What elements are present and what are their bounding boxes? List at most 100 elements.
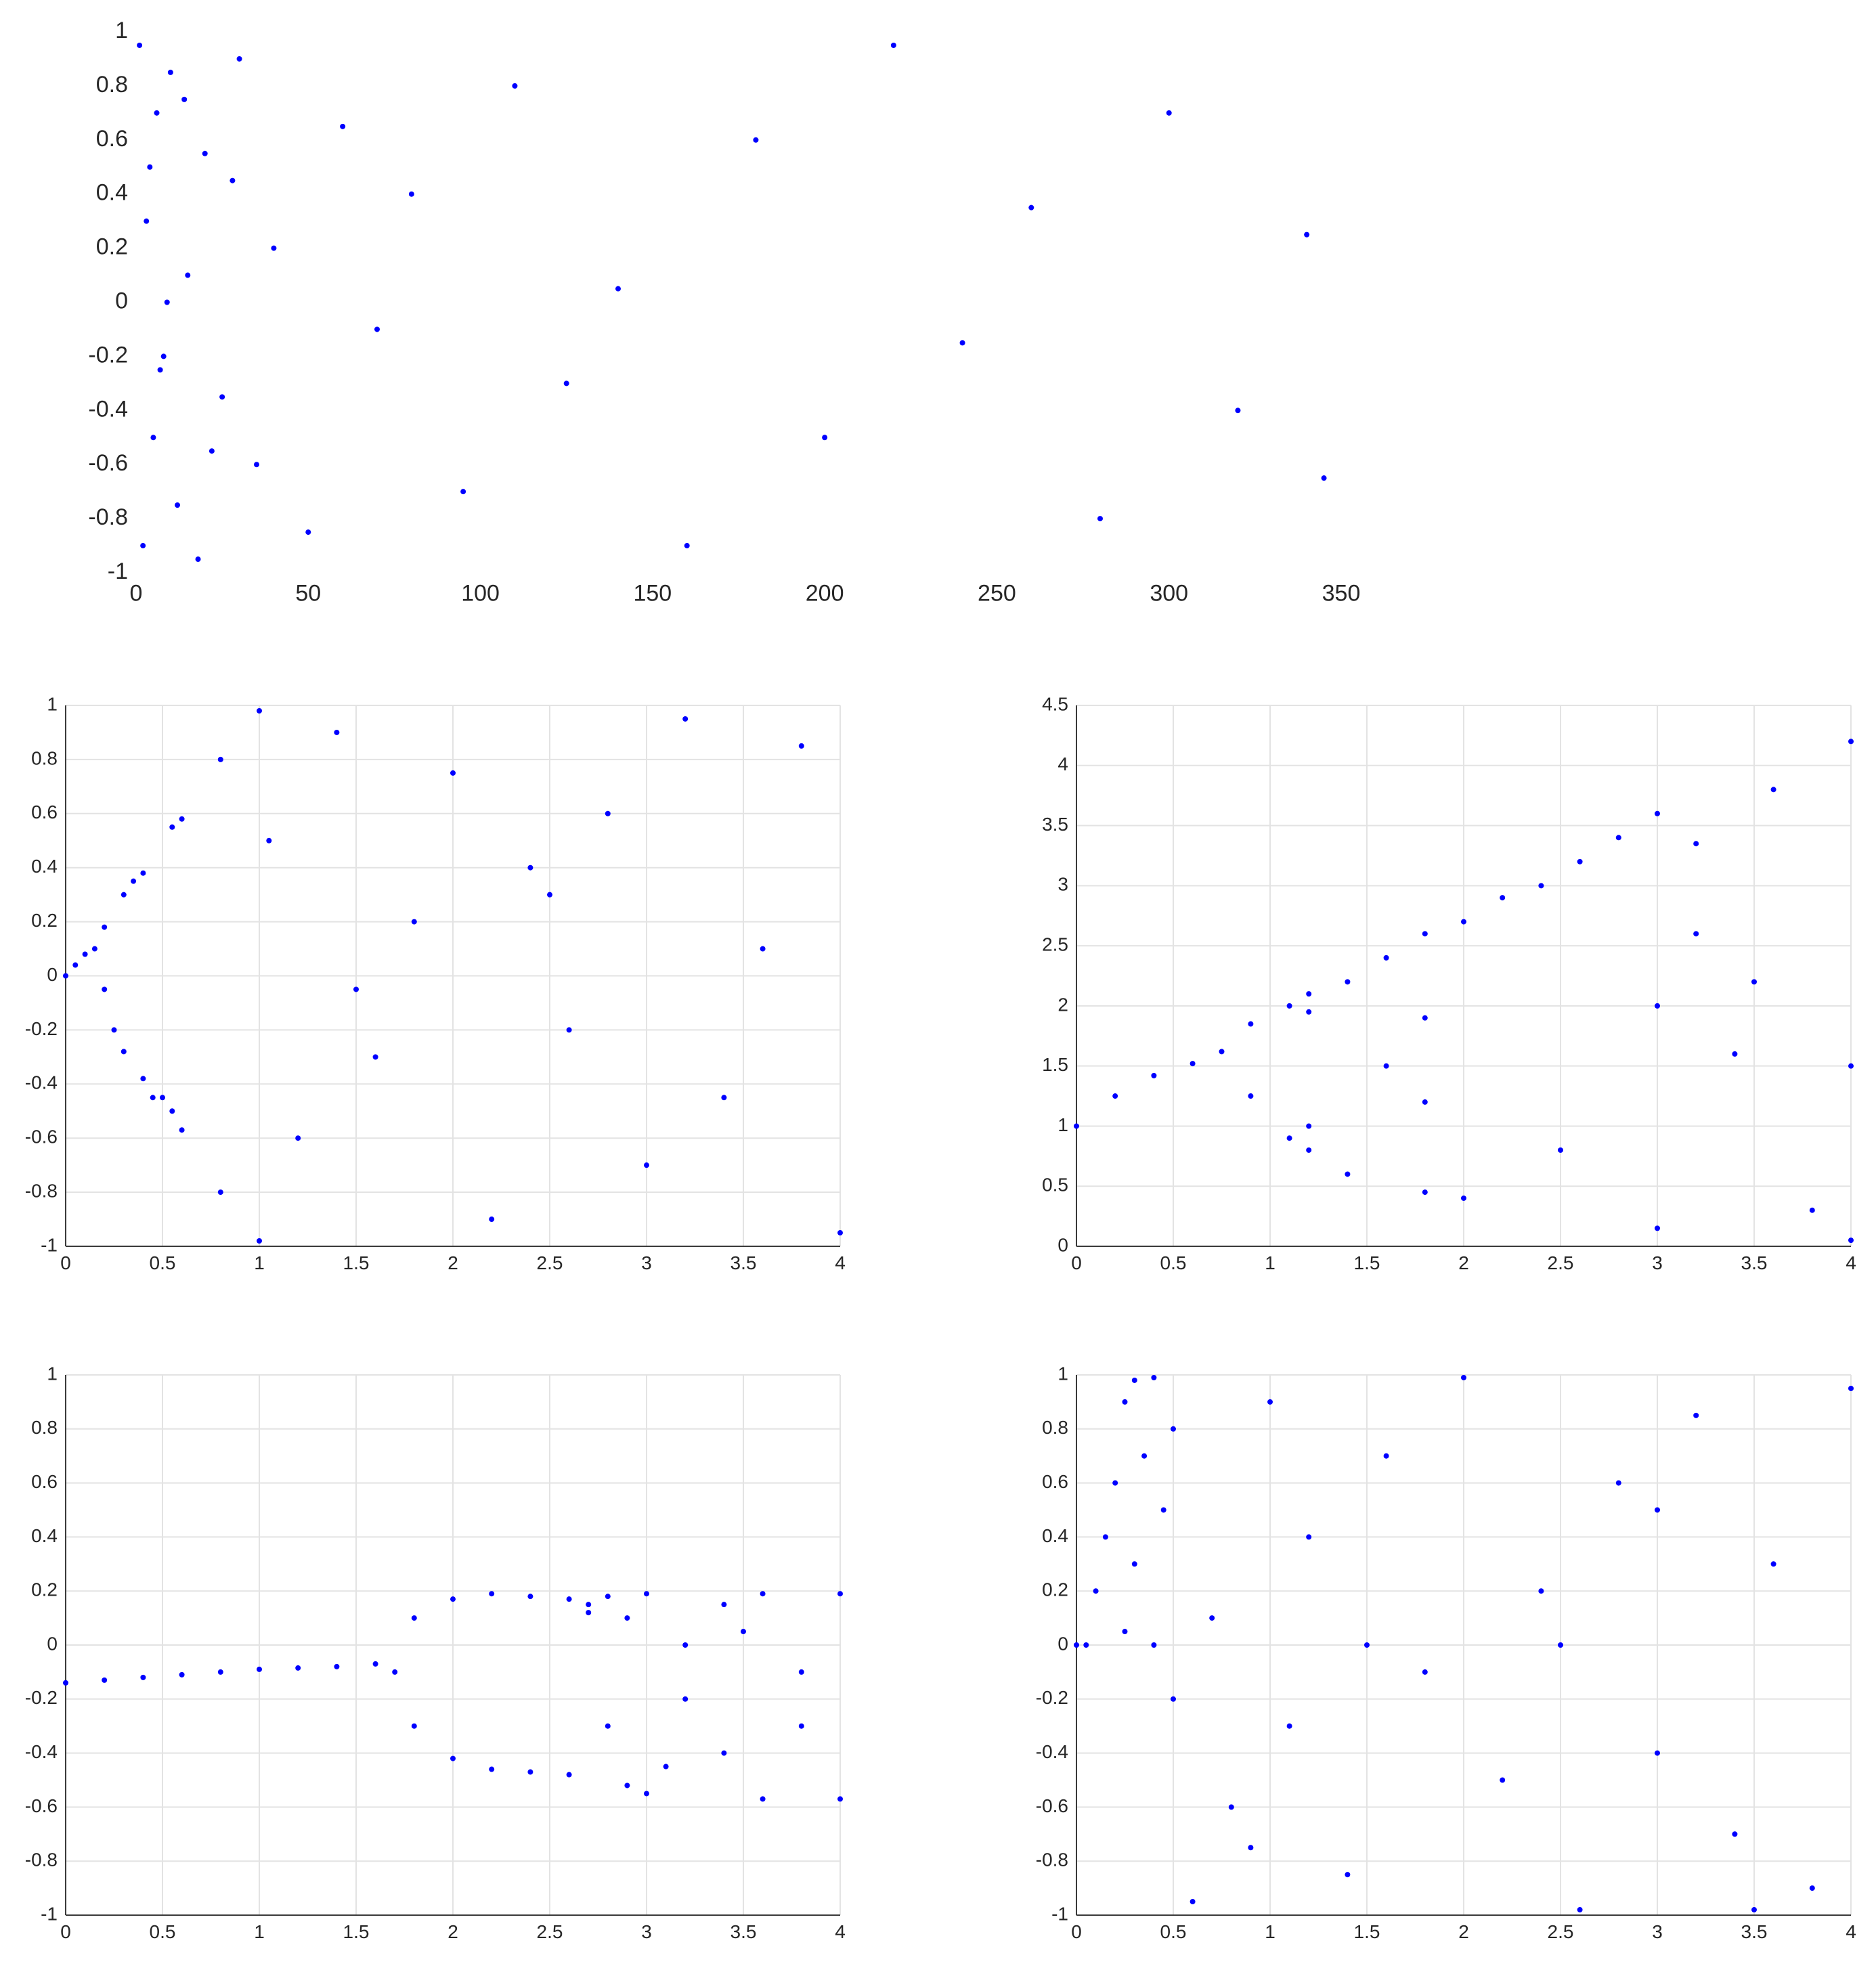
y-tick-label: -0.4 [25,1072,58,1093]
point [1306,1009,1312,1015]
point [295,1135,301,1141]
point [450,770,456,776]
y-tick-label: 2.5 [1042,934,1068,955]
point [682,1642,689,1648]
point [644,1591,649,1597]
point [1538,883,1544,889]
x-tick-label: 3.5 [730,1252,757,1273]
y-tick-label: 0 [1057,1234,1068,1255]
point [1345,979,1351,985]
x-tick-label: 100 [461,580,500,606]
x-tick-label: 2.5 [537,1921,563,1942]
y-tick-label: -0.2 [25,1687,58,1708]
point [1422,931,1428,937]
point [586,1602,592,1608]
point [63,1680,68,1686]
x-tick-label: 1.5 [343,1252,370,1273]
point [1321,475,1327,481]
point [372,1054,378,1060]
y-tick-label: 0 [47,964,58,985]
point [217,756,223,762]
y-tick-label: 1.5 [1042,1054,1068,1075]
point [72,962,79,968]
point [1097,516,1103,522]
point [257,1666,262,1672]
point [181,96,188,102]
point [1112,1480,1118,1486]
point [1693,841,1699,847]
y-tick-label: 0 [1057,1633,1068,1654]
point [202,150,208,156]
point [959,340,965,346]
point [1122,1629,1128,1635]
point [121,1049,127,1055]
x-tick-label: 200 [806,580,844,606]
y-tick-label: 2 [1057,994,1068,1015]
point [1461,1195,1466,1201]
point [489,1217,495,1223]
point [663,1763,669,1770]
x-tick-label: 3 [1652,1252,1663,1273]
point [1093,1588,1099,1594]
point [185,272,191,278]
point [179,1127,185,1133]
point [798,743,804,749]
point [1751,1907,1757,1913]
y-tick-label: 1 [115,18,128,43]
x-tick-label: 150 [633,580,672,606]
point [460,489,466,495]
point [1383,955,1389,961]
y-tick-label: 1 [47,1363,58,1384]
point [721,1095,727,1101]
x-tick-label: 0 [60,1252,71,1273]
y-tick-label: 0 [47,1633,58,1654]
point [266,837,272,843]
point [1655,1750,1660,1756]
point [1655,1507,1660,1513]
point [91,946,97,952]
y-tick-label: -1 [41,1903,58,1924]
y-tick-label: 3.5 [1042,814,1068,835]
point [527,1594,533,1600]
point [147,164,153,170]
x-tick-label: 2 [448,1921,458,1942]
point [760,1796,766,1802]
point [1500,895,1506,901]
x-tick-label: 3.5 [1741,1252,1768,1273]
point [154,110,160,116]
point [721,1750,727,1756]
point [169,1108,175,1114]
x-tick-label: 0.5 [150,1252,176,1273]
point [392,1669,398,1675]
point [1248,1021,1254,1027]
x-tick-label: 2.5 [1548,1252,1574,1273]
point [1848,1063,1854,1069]
point [527,1769,533,1775]
x-tick-label: 3 [641,1921,652,1942]
y-tick-label: -1 [41,1234,58,1255]
x-tick-label: 350 [1322,580,1361,606]
point [257,707,262,714]
y-tick-label: -0.6 [88,450,128,476]
x-tick-label: 1 [254,1921,265,1942]
y-tick-label: 3 [1057,874,1068,895]
point [605,810,611,816]
point [121,892,127,898]
point [140,543,146,549]
x-tick-label: 1 [1265,1252,1275,1273]
y-tick-label: 0.2 [96,234,128,260]
point [1286,1135,1292,1141]
y-tick-label: -0.8 [1036,1849,1068,1870]
x-tick-label: 0.5 [150,1921,176,1942]
point [140,1674,146,1680]
y-tick-label: -0.6 [25,1795,58,1816]
x-tick-label: 3 [641,1252,652,1273]
point [1345,1872,1351,1878]
point [1345,1171,1351,1177]
y-tick-label: 0.8 [31,1417,58,1438]
point [160,1095,165,1101]
point [295,1665,301,1671]
y-tick-label: 0.4 [31,1525,58,1546]
y-tick-label: 4 [1057,753,1068,774]
